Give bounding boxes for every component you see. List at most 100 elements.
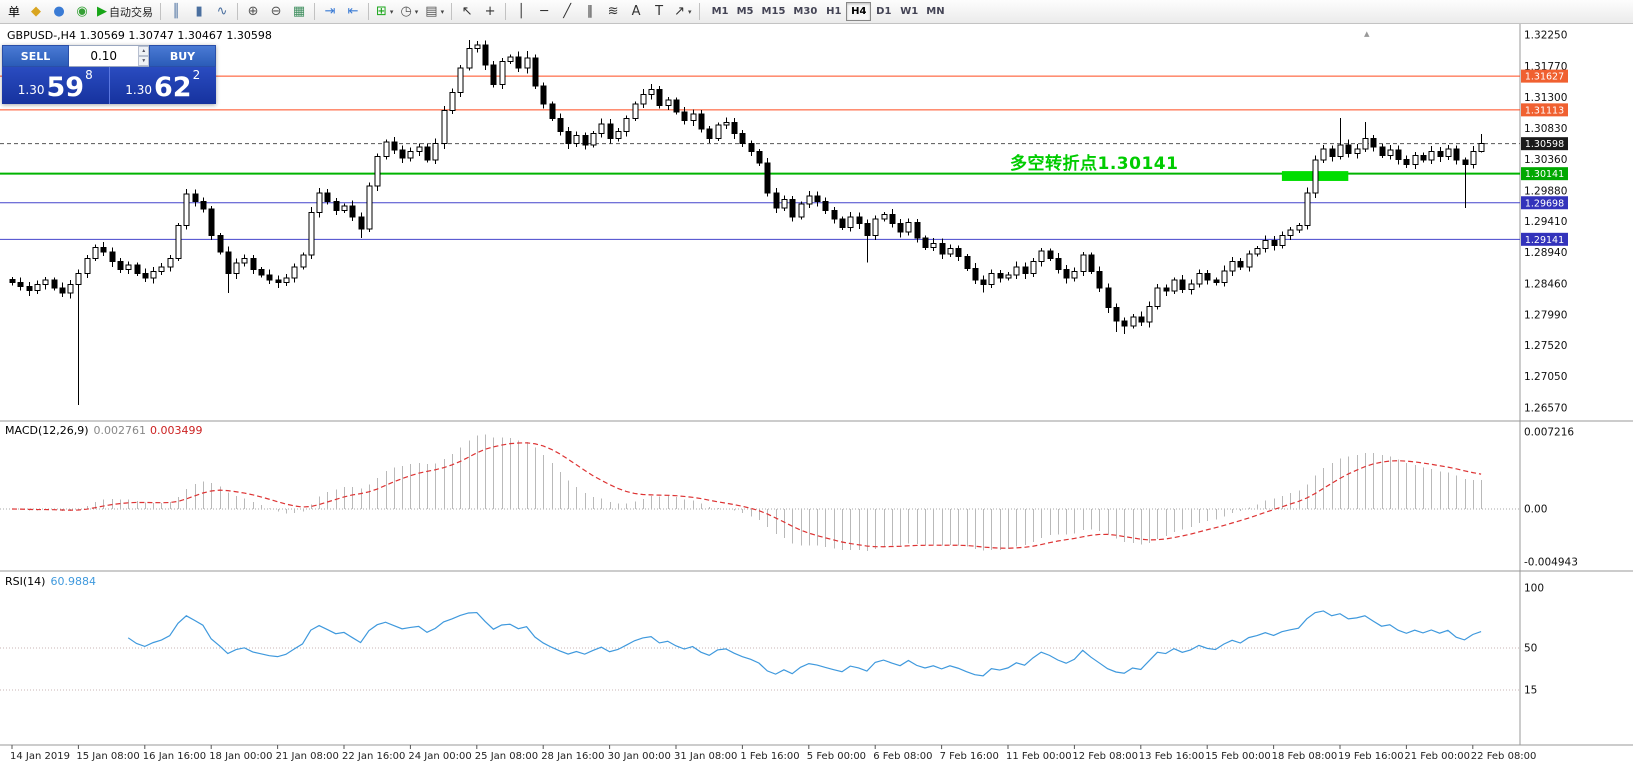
zoom-in-icon[interactable]: ⊕ <box>242 2 264 22</box>
timeframe-m30[interactable]: M30 <box>789 2 821 21</box>
timeframe-mn[interactable]: MN <box>922 2 948 21</box>
price-axis-label: 1.27990 <box>1524 309 1567 321</box>
chevron-down-icon: ▾ <box>414 7 419 16</box>
text-icon[interactable]: A <box>625 2 647 22</box>
timeframe-d1[interactable]: D1 <box>871 2 896 21</box>
data-window-icon[interactable]: ◉ <box>71 2 93 22</box>
svg-text:1.31627: 1.31627 <box>1525 72 1564 83</box>
cursor-icon[interactable]: ↖ <box>456 2 478 22</box>
timeframe-h1[interactable]: H1 <box>821 2 846 21</box>
order-menu-label[interactable]: 单 <box>8 5 21 19</box>
toolbar-separator <box>314 3 316 20</box>
buy-price[interactable]: 1.30 62 2 <box>110 67 217 104</box>
rsi-axis-label: 50 <box>1524 643 1537 655</box>
price-badge: 1.30598 <box>1521 137 1568 151</box>
arrows-icon[interactable]: ↗ ▾ <box>671 2 694 22</box>
text-label-icon[interactable]: T <box>648 2 670 22</box>
trade-panel-top-row: SELL ▲ ▼ BUY <box>2 45 216 67</box>
horizontal-line-icon: ─ <box>540 4 549 19</box>
time-axis-label: 21 Jan 08:00 <box>276 751 339 762</box>
trendline-icon[interactable]: ╱ <box>556 2 578 22</box>
data-window-icon: ◉ <box>76 4 88 19</box>
tile-windows-icon[interactable]: ▦ <box>288 2 310 22</box>
time-axis-label: 25 Jan 08:00 <box>475 751 538 762</box>
horizontal-line-icon[interactable]: ─ <box>533 2 555 22</box>
periods-icon: ◷ <box>400 4 412 19</box>
fibonacci-icon: ≋ <box>607 4 619 19</box>
indicators-icon[interactable]: ⊞ ▾ <box>373 2 396 22</box>
time-axis-label: 15 Jan 08:00 <box>76 751 139 762</box>
candlestick-series[interactable] <box>9 39 1485 405</box>
toolbar-separator <box>451 3 453 20</box>
sell-price[interactable]: 1.30 59 8 <box>2 67 109 104</box>
channel-icon: ∥ <box>586 4 594 19</box>
buy-price-sup: 2 <box>192 68 201 82</box>
bar-chart-icon[interactable]: ║ <box>165 2 187 22</box>
time-axis-label: 5 Feb 00:00 <box>807 751 866 762</box>
chevron-down-icon: ▾ <box>440 7 445 16</box>
timeframe-h4[interactable]: H4 <box>846 2 872 21</box>
chart-shift-icon[interactable]: ⇥ <box>319 2 341 22</box>
auto-trading-button-label: 自动交易 <box>109 5 154 19</box>
chevron-down-icon: ▾ <box>389 7 394 16</box>
channel-icon[interactable]: ∥ <box>579 2 601 22</box>
price-badge: 1.31113 <box>1521 103 1568 117</box>
scroll-to-end-icon[interactable]: ▴ <box>1364 27 1370 40</box>
price-badge: 1.30141 <box>1521 167 1568 181</box>
price-axis-label: 1.27050 <box>1524 371 1567 383</box>
price-badge: 1.31627 <box>1521 69 1568 83</box>
rsi-value: 60.9884 <box>50 575 96 588</box>
price-axis-label: 1.30360 <box>1524 154 1567 166</box>
fibonacci-icon[interactable]: ≋ <box>602 2 624 22</box>
rsi-indicator-label: RSI(14) 60.9884 <box>5 575 96 588</box>
candlestick-chart-icon[interactable]: ▮ <box>188 2 210 22</box>
timeframe-m15[interactable]: M15 <box>758 2 790 21</box>
macd-main-value: 0.002761 <box>93 424 147 437</box>
rsi-axis-label: 100 <box>1524 583 1544 595</box>
one-click-trade-panel: SELL ▲ ▼ BUY 1.30 59 8 1.30 62 2 <box>2 45 216 104</box>
lot-increase-button[interactable]: ▲ <box>138 46 149 56</box>
price-axis-label: 1.26570 <box>1524 403 1567 415</box>
macd-axis-label: -0.004943 <box>1524 556 1578 568</box>
timeframe-w1[interactable]: W1 <box>896 2 922 21</box>
line-chart-icon[interactable]: ∿ <box>211 2 233 22</box>
time-axis-label: 16 Jan 16:00 <box>143 751 206 762</box>
time-axis-label: 19 Feb 16:00 <box>1338 751 1404 762</box>
auto-scroll-icon: ⇤ <box>347 4 359 19</box>
arrows-icon: ↗ <box>674 4 686 19</box>
timeframe-m1[interactable]: M1 <box>708 2 733 21</box>
market-watch-icon[interactable]: ● <box>48 2 70 22</box>
chart-ohlc-header: GBPUSD-,H4 1.30569 1.30747 1.30467 1.305… <box>7 29 272 42</box>
macd-axis-label: 0.007216 <box>1524 426 1574 438</box>
time-axis-label: 14 Jan 2019 <box>10 751 70 762</box>
sell-price-big: 59 <box>46 72 85 103</box>
sell-button[interactable]: SELL <box>2 45 69 67</box>
macd-histogram <box>20 434 1482 551</box>
time-axis-label: 30 Jan 00:00 <box>608 751 671 762</box>
time-axis-label: 15 Feb 00:00 <box>1205 751 1271 762</box>
crosshair-icon[interactable]: + <box>479 2 501 22</box>
pivot-annotation: 多空转折点1.30141 <box>1010 154 1179 174</box>
lot-decrease-button[interactable]: ▼ <box>138 56 149 66</box>
new-order-icon[interactable]: ◆ <box>25 2 47 22</box>
bar-chart-icon: ║ <box>172 4 180 19</box>
templates-icon[interactable]: ▤ ▾ <box>422 2 447 22</box>
timeframe-m5[interactable]: M5 <box>733 2 758 21</box>
periods-icon[interactable]: ◷ ▾ <box>397 2 421 22</box>
zoom-in-icon: ⊕ <box>247 4 259 19</box>
vertical-line-icon[interactable]: │ <box>510 2 532 22</box>
buy-price-big: 62 <box>154 72 192 103</box>
text-icon: A <box>631 4 641 19</box>
zoom-out-icon[interactable]: ⊖ <box>265 2 287 22</box>
auto-trading-button[interactable]: ▶ 自动交易 <box>94 2 156 22</box>
zoom-out-icon: ⊖ <box>270 4 282 19</box>
auto-scroll-icon[interactable]: ⇤ <box>342 2 364 22</box>
buy-button[interactable]: BUY <box>149 45 216 67</box>
lot-size-input[interactable] <box>69 48 139 64</box>
time-axis-label: 21 Feb 00:00 <box>1404 751 1470 762</box>
time-axis-label: 13 Feb 16:00 <box>1139 751 1205 762</box>
time-axis-label: 31 Jan 08:00 <box>674 751 737 762</box>
price-axis-label: 1.28940 <box>1524 247 1567 259</box>
